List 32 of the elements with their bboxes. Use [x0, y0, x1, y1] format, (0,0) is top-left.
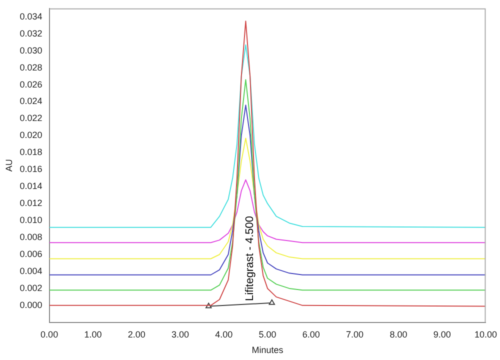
y-tick-label: 0.034 — [20, 11, 42, 22]
y-tick-label: 0.014 — [20, 181, 42, 192]
x-tick-label: 1.00 — [84, 329, 102, 340]
y-tick-label: 0.030 — [20, 45, 42, 56]
annotation: Lifitegrast - 4.500 — [244, 216, 256, 302]
x-tick-label: 8.00 — [390, 329, 408, 340]
y-tick-label: 0.024 — [20, 96, 42, 106]
x-tick-label: 4.00 — [215, 329, 233, 340]
x-tick-label: 10.00 — [474, 329, 498, 340]
y-tick-label: 0.000 — [20, 300, 42, 310]
y-tick-label: 0.032 — [20, 28, 42, 38]
y-tick-label: 0.018 — [20, 147, 42, 158]
x-tick-label: 7.00 — [346, 329, 364, 340]
y-tick-label: 0.010 — [20, 215, 42, 226]
y-tick-label: 0.004 — [20, 266, 42, 276]
y-tick-label: 0.026 — [20, 79, 42, 90]
y-tick-label: 0.016 — [20, 164, 42, 174]
x-tick-label: 0.00 — [40, 329, 58, 340]
y-tick-label: 0.002 — [20, 282, 42, 293]
x-tick-label: 6.00 — [302, 329, 320, 340]
y-tick-label: 0.028 — [20, 62, 42, 72]
x-axis-title: Minutes — [252, 345, 284, 356]
y-axis-title: AU — [4, 159, 14, 172]
y-tick-label: 0.022 — [20, 113, 42, 124]
y-tick-label: 0.008 — [20, 232, 42, 242]
y-tick-label: 0.020 — [20, 130, 42, 140]
x-tick-label: 2.00 — [128, 329, 146, 340]
x-tick-label: 9.00 — [433, 329, 451, 340]
y-tick-label: 0.012 — [20, 198, 42, 208]
y-tick-label: 0.006 — [20, 248, 42, 259]
x-tick-label: 5.00 — [258, 329, 276, 340]
x-tick-label: 3.00 — [171, 329, 190, 340]
